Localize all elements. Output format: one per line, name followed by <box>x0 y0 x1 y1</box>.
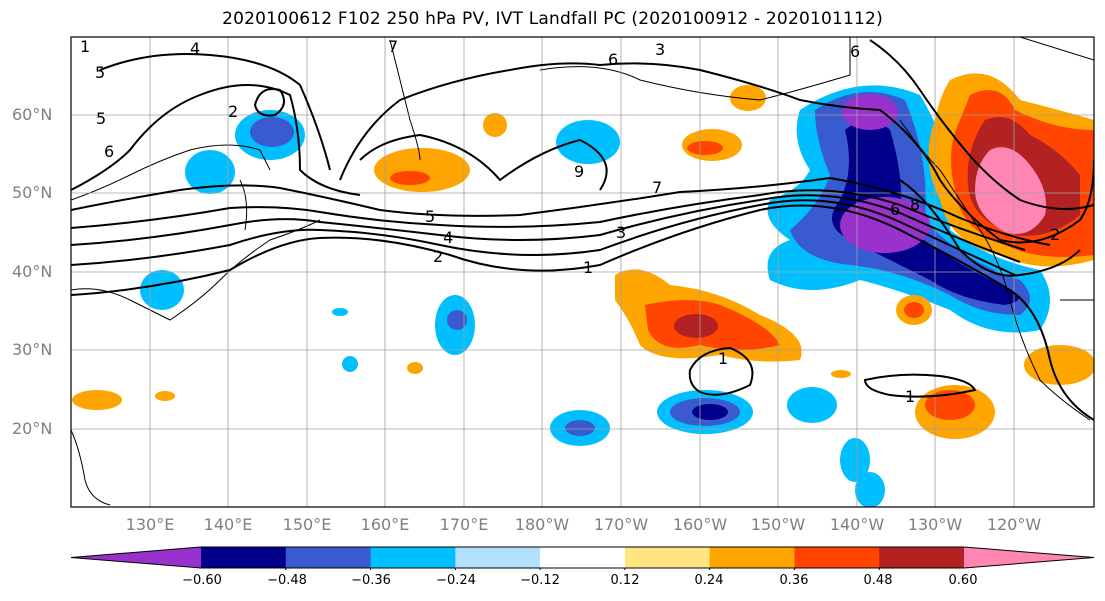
contour-label: 8 <box>910 195 920 214</box>
contour-label: 4 <box>190 39 200 58</box>
lon-label: 140°E <box>203 515 253 534</box>
lon-label: 160°E <box>360 515 410 534</box>
colorbar-tick-label: −0.24 <box>436 573 476 588</box>
colorbar-segment <box>794 547 880 568</box>
contour-label: 2 <box>433 247 443 266</box>
contour-label: 7 <box>388 37 398 56</box>
colorbar-segment <box>285 547 372 568</box>
map-title: 2020100612 F102 250 hPa PV, IVT Landfall… <box>222 9 883 29</box>
lon-label: 130°W <box>907 515 963 534</box>
colorbar-tick-label: 0.60 <box>948 573 978 588</box>
lon-label: 180°W <box>514 515 570 534</box>
lon-label: 140°W <box>829 515 885 534</box>
lon-label: 120°W <box>986 515 1042 534</box>
colorbar-segment <box>370 547 456 568</box>
contour-label: 5 <box>96 109 106 128</box>
contour-label: 5 <box>95 63 105 82</box>
colorbar-tick-label: 0.36 <box>779 573 809 588</box>
plot-frame <box>70 36 1095 508</box>
colorbar-tick-label: −0.36 <box>351 573 391 588</box>
contour-label: 3 <box>616 223 626 242</box>
contour-label: 9 <box>574 162 584 181</box>
colorbar-segment <box>879 547 965 568</box>
colorbar-tick-label: −0.12 <box>520 573 560 588</box>
lat-label: 40°N <box>12 262 53 281</box>
colorbar-segments <box>70 546 1095 569</box>
contour-label: 7 <box>652 178 662 197</box>
colorbar-segment <box>624 547 711 568</box>
lat-label: 30°N <box>12 340 53 359</box>
lon-label: 150°E <box>282 515 332 534</box>
lon-label: 150°W <box>750 515 806 534</box>
gridlines <box>71 37 1094 507</box>
contour-label: 6 <box>890 200 900 219</box>
lat-label: 60°N <box>12 105 53 124</box>
lon-label: 170°E <box>439 515 489 534</box>
colorbar-tick-label: 0.12 <box>610 573 640 588</box>
contour-label: 4 <box>443 228 453 247</box>
colorbar-segment <box>201 547 287 568</box>
contour-label: 2 <box>228 102 238 121</box>
colorbar-segment <box>455 547 541 568</box>
contour-label: 2 <box>1050 225 1060 244</box>
colorbar <box>70 546 1095 570</box>
colorbar-outline <box>70 546 1095 569</box>
contour-label: 5 <box>425 207 435 226</box>
lon-label: 160°W <box>672 515 728 534</box>
colorbar-tick-label: −0.48 <box>267 573 307 588</box>
contour-label: 6 <box>104 142 114 161</box>
colorbar-tick-label: 0.24 <box>694 573 724 588</box>
colorbar-segment <box>540 547 626 568</box>
colorbar-tick-label: 0.48 <box>863 573 893 588</box>
pv-contours <box>71 39 1094 421</box>
contour-label: 1 <box>905 387 915 406</box>
lon-label: 130°E <box>125 515 175 534</box>
contour-labels: 1 2 3 4 5 6 7 5 6 2 1 4 3 5 6 9 7 6 8 2 … <box>80 37 1060 406</box>
contour-label: 3 <box>655 40 665 59</box>
contour-label: 6 <box>850 42 860 61</box>
contour-label: 1 <box>583 258 593 277</box>
colorbar-tick-label: −0.60 <box>182 573 222 588</box>
colorbar-segment <box>709 547 795 568</box>
colorbar-segment <box>71 547 201 568</box>
shaded-anomalies <box>72 73 1094 507</box>
contour-label: 6 <box>608 50 618 69</box>
colorbar-segment <box>964 547 1094 568</box>
contour-label: 1 <box>718 349 728 368</box>
contour-label: 1 <box>80 37 90 56</box>
lon-label: 170°W <box>593 515 649 534</box>
lat-label: 50°N <box>12 183 53 202</box>
lat-label: 20°N <box>12 419 53 438</box>
